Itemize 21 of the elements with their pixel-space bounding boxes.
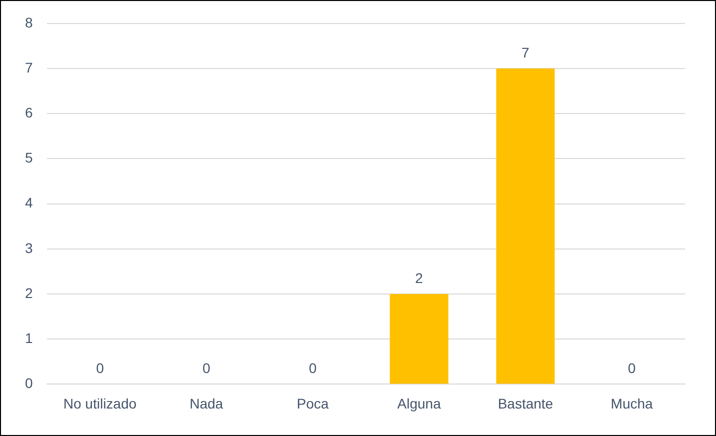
- y-tick-label: 7: [24, 59, 33, 76]
- x-tick-label: No utilizado: [63, 395, 137, 412]
- y-tick-label: 1: [24, 330, 33, 346]
- x-tick-label: Alguna: [397, 395, 442, 412]
- data-label: 7: [522, 44, 530, 60]
- y-tick-label: 4: [24, 194, 33, 211]
- y-tick-label: 3: [24, 240, 33, 256]
- x-tick-label: Mucha: [610, 395, 654, 412]
- x-tick-label: Poca: [296, 395, 329, 412]
- y-tick-label: 0: [24, 375, 33, 392]
- y-tick-label: 2: [24, 284, 33, 301]
- data-label: 0: [628, 360, 636, 376]
- x-tick-label: Nada: [190, 395, 224, 412]
- data-label: 0: [202, 360, 210, 376]
- data-label: 0: [308, 360, 317, 376]
- y-tick-label: 8: [24, 14, 33, 30]
- data-label: 2: [415, 270, 424, 286]
- data-label: 0: [96, 360, 104, 376]
- y-tick-label: 5: [24, 150, 33, 166]
- y-tick-label: 6: [24, 104, 33, 120]
- x-tick-label: Bastante: [498, 395, 554, 412]
